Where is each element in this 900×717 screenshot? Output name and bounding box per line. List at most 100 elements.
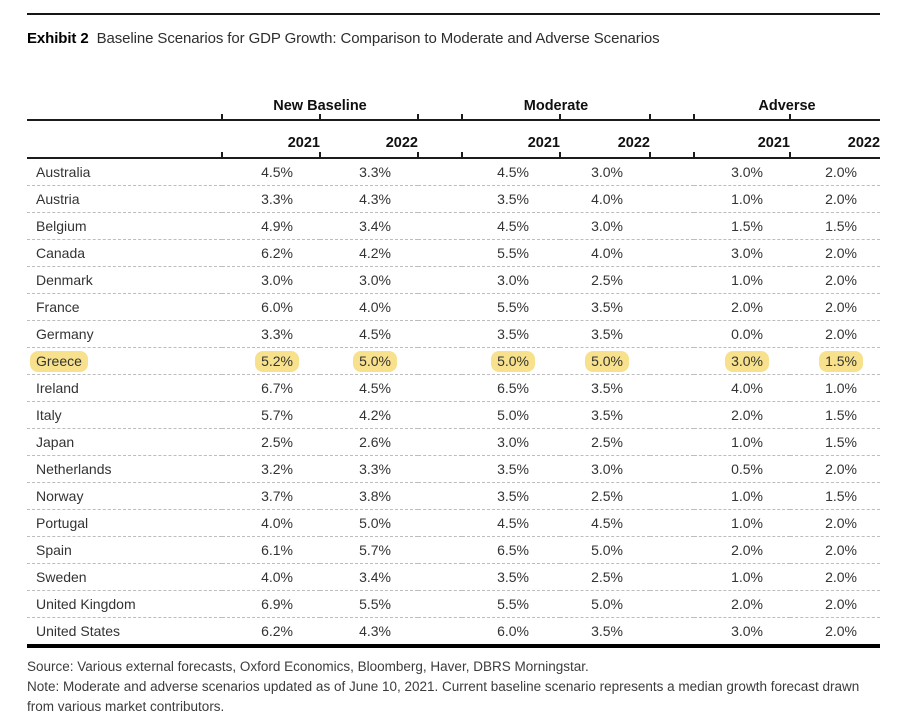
row-spacer <box>418 536 462 564</box>
value-cell: 1.0% <box>731 272 763 288</box>
country-label: Belgium <box>36 218 87 234</box>
country-header-blank <box>27 120 222 159</box>
row-spacer <box>418 509 462 537</box>
value-cell: 6.5% <box>497 542 529 558</box>
value-cell: 3.5% <box>591 326 623 342</box>
value-cell: 3.2% <box>261 461 293 477</box>
value-cell: 3.4% <box>359 218 391 234</box>
table-row: Austria 3.3% 4.3% 3.5% 4.0% 1.0% 2.0% <box>27 185 881 213</box>
value-cell: 5.5% <box>497 245 529 261</box>
year-header: 2022 <box>319 113 418 159</box>
row-spacer <box>418 239 462 267</box>
row-spacer <box>418 347 462 375</box>
value-cell: 4.2% <box>359 245 391 261</box>
value-cell: 4.5% <box>497 515 529 531</box>
value-cell: 4.5% <box>261 164 293 180</box>
row-spacer <box>650 185 694 213</box>
value-cell: 3.5% <box>591 407 623 423</box>
value-cell: 4.0% <box>261 515 293 531</box>
exhibit-title-text: Baseline Scenarios for GDP Growth: Compa… <box>96 30 660 47</box>
group-spacer <box>649 88 694 121</box>
value-cell: 6.0% <box>497 623 529 639</box>
table-row: Sweden 4.0% 3.4% 3.5% 2.5% 1.0% 2.0% <box>27 563 881 591</box>
value-cell: 4.0% <box>731 380 763 396</box>
value-cell: 6.7% <box>261 380 293 396</box>
gdp-scenarios-table: New Baseline Moderate Adverse 2021 2022 … <box>27 88 881 648</box>
row-spacer <box>650 293 694 321</box>
row-spacer <box>650 590 694 618</box>
value-cell: 2.0% <box>731 596 763 612</box>
value-cell: 5.0% <box>359 515 391 531</box>
value-cell: 3.0% <box>731 623 763 639</box>
value-cell: 1.5% <box>825 434 858 450</box>
country-label: Ireland <box>36 380 79 396</box>
group-spacer <box>417 88 462 121</box>
row-spacer <box>650 617 694 648</box>
value-cell: 2.0% <box>825 326 858 342</box>
top-rule <box>27 13 880 15</box>
value-cell: 3.5% <box>497 326 529 342</box>
value-cell: 2.0% <box>825 272 858 288</box>
row-spacer <box>650 455 694 483</box>
value-cell: 0.0% <box>731 326 763 342</box>
value-cell: 4.9% <box>261 218 293 234</box>
value-cell: 2.5% <box>591 569 623 585</box>
row-spacer <box>650 536 694 564</box>
row-spacer <box>418 617 462 648</box>
value-cell: 4.2% <box>359 407 391 423</box>
value-cell: 3.8% <box>359 488 391 504</box>
row-spacer <box>418 482 462 510</box>
value-cell: 4.5% <box>591 515 623 531</box>
value-cell: 3.5% <box>497 569 529 585</box>
value-cell: 3.5% <box>591 299 623 315</box>
row-spacer <box>650 266 694 294</box>
country-label: Sweden <box>36 569 87 585</box>
country-label: Spain <box>36 542 72 558</box>
value-cell: 1.5% <box>819 351 864 372</box>
value-cell: 4.0% <box>359 299 391 315</box>
value-cell: 4.5% <box>497 218 529 234</box>
value-cell: 1.0% <box>731 488 763 504</box>
row-spacer <box>418 212 462 240</box>
value-cell: 6.9% <box>261 596 293 612</box>
table-row: Denmark 3.0% 3.0% 3.0% 2.5% 1.0% 2.0% <box>27 266 881 294</box>
year-header: 2021 <box>221 113 320 159</box>
value-cell: 3.0% <box>497 272 529 288</box>
country-label: Greece <box>30 351 88 372</box>
value-cell: 5.0% <box>591 596 623 612</box>
value-cell: 3.0% <box>359 272 391 288</box>
value-cell: 3.3% <box>359 461 391 477</box>
table-row: Germany 3.3% 4.5% 3.5% 3.5% 0.0% 2.0% <box>27 320 881 348</box>
value-cell: 3.5% <box>591 380 623 396</box>
row-spacer <box>418 563 462 591</box>
country-label: Denmark <box>36 272 93 288</box>
value-cell: 5.7% <box>359 542 391 558</box>
year-header: 2022 <box>559 113 650 159</box>
value-cell: 6.1% <box>261 542 293 558</box>
row-spacer <box>418 374 462 402</box>
country-label: Canada <box>36 245 86 261</box>
row-spacer <box>650 320 694 348</box>
row-spacer <box>418 455 462 483</box>
value-cell: 4.5% <box>359 326 391 342</box>
value-cell: 1.0% <box>825 380 858 396</box>
footnotes: Source: Various external forecasts, Oxfo… <box>27 657 885 717</box>
table-row: Ireland 6.7% 4.5% 6.5% 3.5% 4.0% 1.0% <box>27 374 881 402</box>
country-label: United States <box>36 623 121 639</box>
row-spacer <box>650 428 694 456</box>
table-row: Italy 5.7% 4.2% 5.0% 3.5% 2.0% 1.5% <box>27 401 881 429</box>
value-cell: 2.0% <box>731 542 763 558</box>
value-cell: 3.0% <box>261 272 293 288</box>
row-spacer <box>650 347 694 375</box>
country-label: Germany <box>36 326 94 342</box>
table-row: France 6.0% 4.0% 5.5% 3.5% 2.0% 2.0% <box>27 293 881 321</box>
country-label: Norway <box>36 488 84 504</box>
row-spacer <box>418 320 462 348</box>
value-cell: 5.0% <box>497 407 529 423</box>
value-cell: 3.0% <box>591 164 623 180</box>
table-row: Canada 6.2% 4.2% 5.5% 4.0% 3.0% 2.0% <box>27 239 881 267</box>
row-spacer <box>650 374 694 402</box>
value-cell: 6.0% <box>261 299 293 315</box>
value-cell: 5.2% <box>255 351 299 372</box>
value-cell: 1.5% <box>825 407 858 423</box>
